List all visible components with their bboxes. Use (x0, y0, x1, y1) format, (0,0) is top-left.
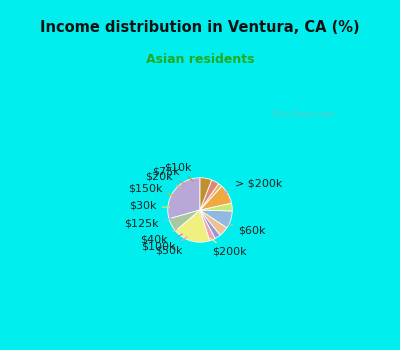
Text: $20k: $20k (145, 171, 180, 187)
Text: $50k: $50k (156, 237, 187, 255)
Wedge shape (176, 210, 210, 242)
Text: $150k: $150k (128, 183, 174, 196)
Text: Asian residents: Asian residents (146, 53, 254, 66)
Text: $10k: $10k (164, 162, 193, 181)
Wedge shape (200, 178, 212, 210)
Wedge shape (200, 210, 215, 241)
Text: $125k: $125k (124, 218, 171, 228)
Text: $40k: $40k (140, 230, 177, 244)
Wedge shape (200, 210, 232, 228)
Text: $100k: $100k (142, 234, 182, 251)
Wedge shape (169, 210, 200, 231)
Text: $60k: $60k (227, 224, 266, 236)
Wedge shape (200, 184, 222, 210)
Wedge shape (200, 180, 219, 210)
Wedge shape (200, 210, 227, 235)
Text: > $200k: > $200k (224, 179, 282, 193)
Text: City-Data.com: City-Data.com (270, 110, 334, 119)
Text: Income distribution in Ventura, CA (%): Income distribution in Ventura, CA (%) (40, 21, 360, 35)
Wedge shape (200, 210, 220, 238)
Text: $75k: $75k (152, 167, 185, 184)
Text: $30k: $30k (129, 201, 170, 211)
Wedge shape (200, 186, 232, 210)
Wedge shape (168, 178, 200, 219)
Text: $200k: $200k (210, 238, 246, 257)
Wedge shape (200, 203, 232, 211)
